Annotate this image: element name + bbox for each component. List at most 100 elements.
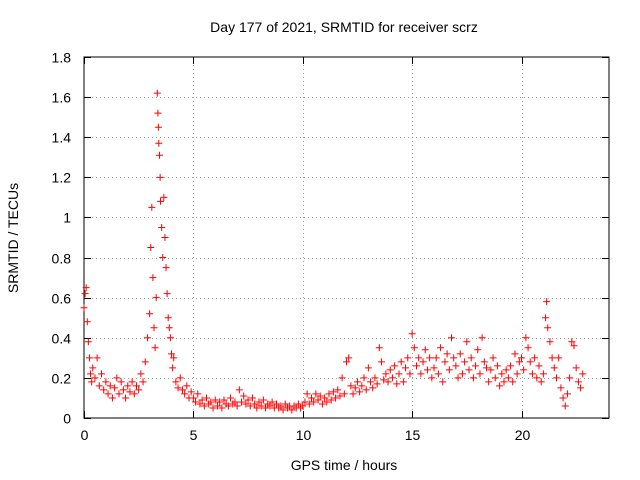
- data-point: [574, 378, 582, 386]
- data-point: [561, 402, 569, 410]
- data-point: [356, 388, 364, 396]
- data-point: [135, 386, 143, 394]
- data-point: [553, 374, 560, 382]
- y-tick-label: 0.6: [52, 291, 72, 307]
- data-point: [546, 338, 554, 346]
- tick-labels: 0 0.2 0.4 0.6 0.8 1 1.2 1.4 1.6 1.8 0 5 10 15 20: [52, 50, 531, 444]
- data-point: [257, 402, 265, 410]
- data-points: [80, 89, 587, 414]
- data-point: [262, 404, 270, 412]
- data-point: [172, 378, 180, 386]
- data-point: [88, 378, 96, 386]
- data-point: [404, 354, 412, 362]
- data-point: [467, 354, 475, 362]
- data-point: [155, 151, 163, 159]
- data-point: [522, 334, 530, 342]
- data-point: [198, 396, 206, 404]
- axis-ticks: [84, 57, 609, 419]
- data-point: [340, 390, 348, 398]
- data-point: [268, 398, 276, 406]
- data-point: [507, 362, 515, 370]
- data-point: [373, 380, 381, 388]
- data-point: [181, 390, 189, 398]
- data-point: [220, 396, 228, 404]
- data-point: [98, 370, 105, 378]
- data-point: [577, 384, 585, 392]
- data-point: [563, 390, 571, 398]
- data-point: [122, 394, 130, 402]
- data-point: [397, 358, 405, 366]
- data-point: [413, 362, 420, 370]
- data-point: [454, 374, 462, 382]
- data-point: [318, 400, 326, 408]
- data-point: [139, 378, 147, 386]
- data-point: [196, 400, 204, 408]
- data-point: [375, 344, 383, 352]
- data-point: [294, 400, 302, 408]
- data-point: [216, 398, 224, 406]
- data-point: [568, 338, 576, 346]
- data-point: [349, 390, 357, 398]
- data-point: [163, 290, 171, 298]
- data-point: [176, 374, 184, 382]
- data-point: [281, 400, 289, 408]
- data-point: [511, 350, 519, 358]
- data-point: [526, 358, 534, 366]
- data-point: [430, 364, 438, 372]
- data-point: [137, 370, 145, 378]
- data-point: [329, 388, 337, 396]
- data-point: [515, 358, 523, 366]
- data-point: [472, 362, 480, 370]
- data-point: [102, 378, 110, 386]
- data-point: [299, 402, 307, 410]
- data-point: [579, 370, 587, 378]
- data-point: [187, 388, 195, 396]
- chart-title: Day 177 of 2021, SRMTID for receiver scr…: [210, 19, 478, 35]
- data-point: [248, 394, 256, 402]
- data-point: [417, 370, 425, 378]
- data-point: [458, 370, 466, 378]
- data-point: [117, 378, 125, 386]
- data-point: [325, 390, 333, 398]
- y-tick-label: 1.2: [52, 170, 72, 186]
- data-point: [542, 314, 550, 322]
- data-point: [351, 384, 359, 392]
- data-point: [192, 398, 200, 406]
- data-point: [500, 378, 508, 386]
- data-point: [251, 400, 259, 408]
- data-point: [85, 354, 93, 362]
- data-point: [126, 388, 134, 396]
- data-point: [443, 350, 451, 358]
- data-point: [393, 380, 401, 388]
- data-point: [213, 402, 221, 410]
- data-point: [461, 358, 469, 366]
- x-tick-label: 0: [81, 427, 89, 443]
- data-point: [100, 386, 108, 394]
- data-point: [448, 334, 455, 342]
- data-point: [227, 394, 235, 402]
- data-point: [353, 378, 361, 386]
- data-point: [343, 358, 350, 366]
- data-point: [441, 358, 449, 366]
- data-point: [244, 396, 252, 404]
- data-point: [149, 274, 157, 282]
- data-point: [371, 374, 379, 382]
- data-point: [469, 374, 477, 382]
- data-point: [543, 298, 551, 306]
- data-point: [572, 364, 580, 372]
- data-point: [119, 386, 127, 394]
- data-point: [174, 384, 182, 392]
- data-point: [426, 354, 434, 362]
- data-point: [200, 402, 208, 410]
- data-point: [380, 376, 388, 384]
- data-point: [80, 304, 88, 312]
- data-point: [301, 398, 309, 406]
- data-point: [423, 366, 431, 374]
- data-point: [338, 374, 346, 382]
- y-tick-label: 0.4: [52, 331, 72, 347]
- data-point: [147, 244, 155, 252]
- data-point: [203, 394, 210, 402]
- data-point: [378, 358, 385, 366]
- data-point: [238, 398, 245, 406]
- data-point: [399, 378, 407, 386]
